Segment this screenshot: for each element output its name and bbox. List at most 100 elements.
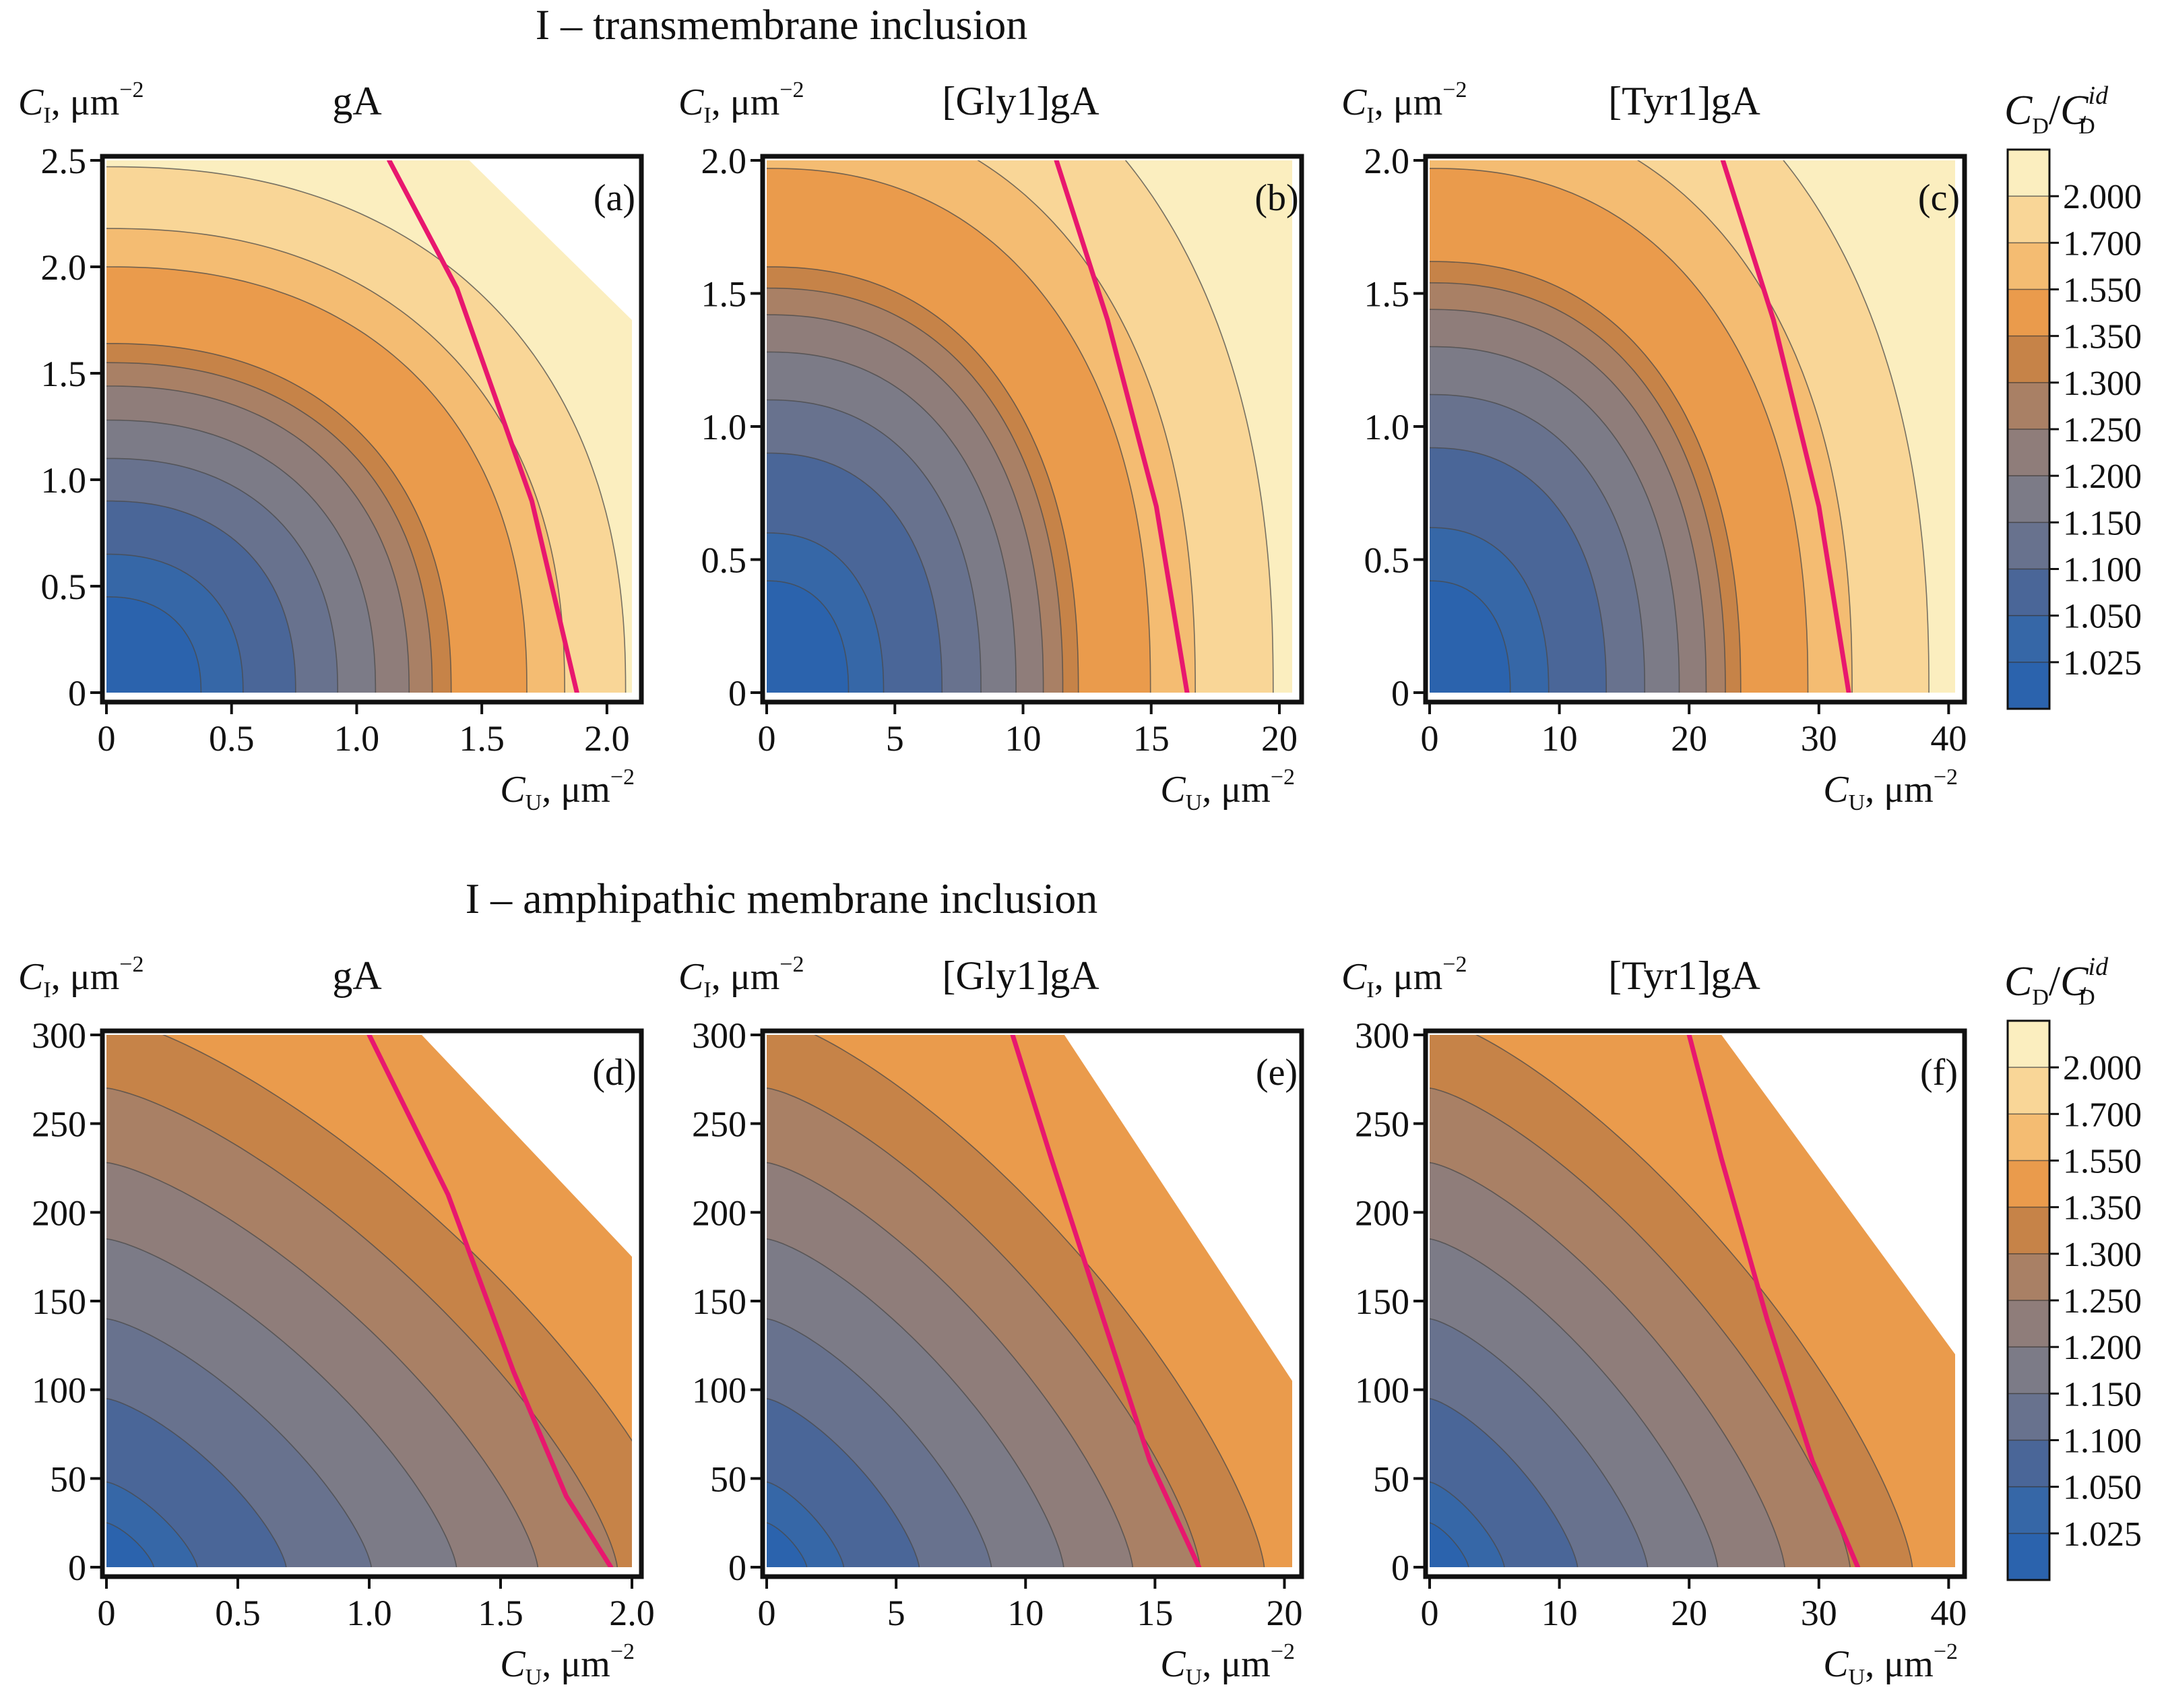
colorbar-label: CD/Cid D xyxy=(2004,953,2109,1010)
x-tick-label: 20 xyxy=(1671,718,1707,759)
x-tick-label: 1.0 xyxy=(346,1593,392,1633)
plot-frame xyxy=(760,154,1304,705)
y-tick-label: 150 xyxy=(1355,1282,1409,1322)
y-tick-label: 200 xyxy=(692,1193,746,1233)
contour-line xyxy=(767,1318,992,1567)
contour-line xyxy=(106,343,452,693)
x-axis-label: CU, μm−2 xyxy=(1160,765,1295,815)
colorbar-swatch xyxy=(2008,1114,2049,1161)
colorbar-swatch xyxy=(2008,196,2049,243)
contour-line xyxy=(1430,1481,1505,1567)
contour-line xyxy=(767,1087,1201,1567)
y-tick-label: 0 xyxy=(1391,673,1409,714)
contour-line xyxy=(1430,580,1511,693)
panel-title-d: gA xyxy=(332,953,381,998)
y-tick-label: 1.5 xyxy=(41,354,87,394)
plot-frame xyxy=(1423,1028,1967,1579)
contour-line xyxy=(1430,1398,1579,1567)
contour-line xyxy=(767,314,1044,693)
colorbar-tick-label: 1.025 xyxy=(2063,644,2142,683)
panel-letter-b: (b) xyxy=(1254,177,1298,219)
contour-line xyxy=(767,1238,1064,1567)
colorbar-tick-label: 1.250 xyxy=(2063,411,2142,449)
y-axis-label: CI, μm−2 xyxy=(1341,952,1467,1003)
white-region xyxy=(422,1035,632,1257)
colorbar-tick-label: 2.000 xyxy=(2063,1049,2142,1087)
plot-area xyxy=(106,1035,632,1567)
magenta-line xyxy=(367,1035,614,1567)
y-tick-label: 0.5 xyxy=(701,540,747,581)
panel-title-f: [Tyr1]gA xyxy=(1608,953,1760,998)
colorbar-swatch xyxy=(2008,476,2049,523)
x-tick-label: 1.5 xyxy=(478,1593,523,1633)
white-region xyxy=(469,160,632,320)
contour-line xyxy=(1430,168,1809,693)
colorbar-tick-label: 1.300 xyxy=(2063,1236,2142,1274)
y-tick-label: 50 xyxy=(50,1459,86,1499)
contour-line xyxy=(162,1035,632,1442)
colorbar-top: 1.025 1.050 1.100 1.150 1.200 1.250 1.300 1.350… xyxy=(2004,82,2142,710)
y-tick-label: 50 xyxy=(1373,1459,1409,1499)
y-tick-label: 1.0 xyxy=(701,407,747,447)
contour-band xyxy=(767,1523,807,1567)
contour-line xyxy=(106,385,410,693)
x-axis-label: CU, μm−2 xyxy=(1160,1639,1295,1690)
contour-line xyxy=(977,160,1196,693)
y-tick-label: 300 xyxy=(32,1015,86,1056)
colorbar-tick-label: 1.250 xyxy=(2063,1282,2142,1321)
contour-line xyxy=(1124,160,1274,693)
panel-title-e: [Gly1]gA xyxy=(942,953,1099,998)
x-tick-label: 0.5 xyxy=(215,1593,261,1633)
colorbar-swatch xyxy=(2008,1440,2049,1488)
y-tick-label: 250 xyxy=(1355,1104,1409,1145)
x-tick-label: 5 xyxy=(887,1593,905,1633)
panel-title-b: [Gly1]gA xyxy=(942,79,1099,123)
colorbar-swatch xyxy=(2008,429,2049,476)
contour-line xyxy=(1430,393,1645,693)
plot-area xyxy=(767,1035,1292,1567)
colorbar-tick-label: 1.200 xyxy=(2063,1329,2142,1367)
y-tick-label: 2.0 xyxy=(41,247,87,288)
colorbar-frame xyxy=(2006,1019,2051,1581)
x-tick-label: 1.5 xyxy=(459,718,505,759)
contour-line xyxy=(767,351,1017,693)
x-tick-label: 20 xyxy=(1261,718,1298,759)
contour-line xyxy=(1430,346,1680,693)
contour-line xyxy=(106,228,565,693)
colorbar-swatch xyxy=(2008,289,2049,337)
contour-band xyxy=(1430,581,1510,693)
y-tick-label: 150 xyxy=(692,1282,746,1322)
y-tick-label: 0.5 xyxy=(41,567,87,607)
colorbar-tick-label: 1.550 xyxy=(2063,272,2142,310)
plot-frame xyxy=(760,1028,1304,1579)
x-axis-label: CU, μm−2 xyxy=(1823,1639,1958,1690)
contour-line xyxy=(106,1087,618,1567)
colorbar-swatch xyxy=(2008,569,2049,616)
y-tick-label: 2.0 xyxy=(701,141,747,181)
y-tick-label: 200 xyxy=(1355,1193,1409,1233)
x-tick-label: 10 xyxy=(1541,1593,1578,1633)
contour-line xyxy=(767,1398,920,1567)
contour-line xyxy=(1636,160,1853,693)
contour-line xyxy=(106,1522,154,1567)
y-tick-label: 2.5 xyxy=(41,141,87,181)
contour-line xyxy=(106,1162,538,1567)
contour-line xyxy=(106,1318,372,1567)
contour-line xyxy=(767,532,885,693)
panel-b: 0 5 10 15 20 0 0.5 1.0 1.5 2.0 CI, μm−2 CU, μm−2 xyxy=(678,77,1304,815)
y-axis-label: CI, μm−2 xyxy=(678,77,804,128)
y-tick-label: 0 xyxy=(68,1548,86,1588)
magenta-line xyxy=(1010,1035,1202,1567)
y-tick-label: 0 xyxy=(728,1548,746,1588)
x-tick-label: 10 xyxy=(1541,718,1578,759)
colorbar-swatch xyxy=(2008,1021,2049,1068)
y-tick-label: 2.0 xyxy=(1364,141,1410,181)
contour-line xyxy=(106,362,433,693)
x-tick-label: 0 xyxy=(758,718,776,759)
y-tick-label: 0.5 xyxy=(1364,540,1410,581)
colorbar-tick-label: 1.200 xyxy=(2063,457,2142,496)
colorbar-swatch xyxy=(2008,1160,2049,1208)
panel-a: 0 0.5 1.0 1.5 2.0 0 0.5 1.0 1.5 2.0 2.5 CI, μm−2 CU,… xyxy=(18,77,644,815)
contour-band xyxy=(767,581,849,693)
